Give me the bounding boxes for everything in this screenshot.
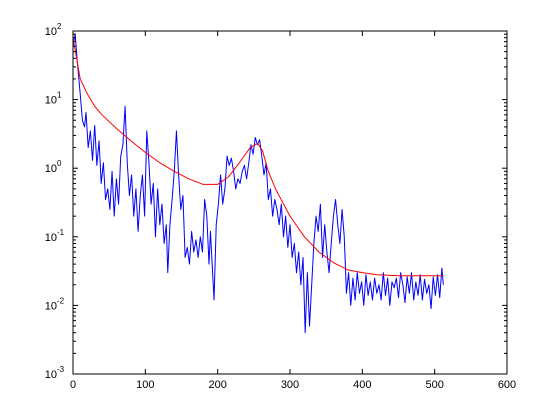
y-tick-exponent: -3 xyxy=(57,365,65,374)
x-tick-label: 0 xyxy=(70,379,76,391)
series-layer xyxy=(72,33,444,334)
y-tick-base: 10 xyxy=(45,95,57,107)
y-tick-label: 10 xyxy=(45,95,57,107)
y-tick-label: 10 xyxy=(45,300,57,312)
series-line-1 xyxy=(72,37,444,277)
axes-box xyxy=(72,30,508,375)
x-tick-label: 100 xyxy=(136,379,154,391)
y-tick-base: 10 xyxy=(45,300,57,312)
y-tick-label: 10 xyxy=(45,26,57,38)
y-tick-label: 10 xyxy=(45,369,57,381)
x-tick-label: 400 xyxy=(353,379,371,391)
y-tick-base: 10 xyxy=(45,232,57,244)
y-tick-label: 10 xyxy=(45,163,57,175)
y-tick-exponent: 1 xyxy=(57,91,62,100)
series-line-0 xyxy=(72,33,444,334)
y-tick-base: 10 xyxy=(45,369,57,381)
plot-area xyxy=(73,31,507,374)
x-tick-label: 500 xyxy=(425,379,443,391)
x-tick-label: 200 xyxy=(208,379,226,391)
x-tick-label: 300 xyxy=(281,379,299,391)
y-tick-exponent: -2 xyxy=(57,296,65,305)
y-tick-base: 10 xyxy=(45,26,57,38)
y-tick-exponent: -1 xyxy=(57,228,65,237)
y-tick-exponent: 2 xyxy=(57,22,62,31)
x-tick-label: 600 xyxy=(498,379,516,391)
y-tick-label: 10 xyxy=(45,232,57,244)
y-tick-exponent: 0 xyxy=(57,159,62,168)
y-tick-base: 10 xyxy=(45,163,57,175)
